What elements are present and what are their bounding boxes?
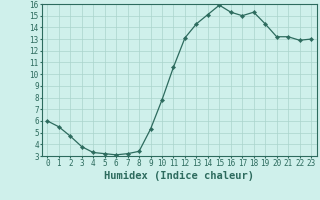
X-axis label: Humidex (Indice chaleur): Humidex (Indice chaleur) — [104, 171, 254, 181]
